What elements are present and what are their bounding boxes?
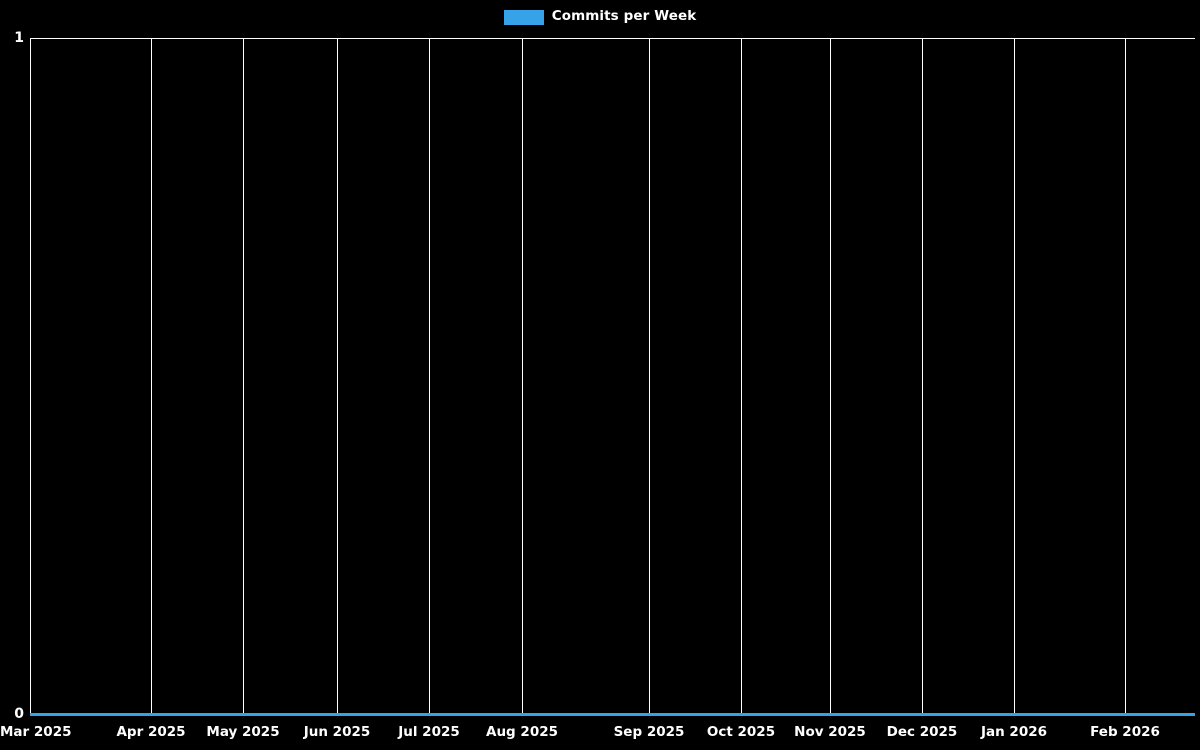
- x-axis-tick-label: Jun 2025: [303, 724, 371, 740]
- gridline-vertical: [1125, 38, 1126, 714]
- y-axis-tick-label: 1: [14, 30, 24, 46]
- legend-item-label: Commits per Week: [551, 8, 697, 25]
- y-axis-tick-label: 0: [14, 706, 24, 722]
- x-axis-tick-label: Dec 2025: [886, 724, 958, 740]
- x-axis-tick-label: May 2025: [206, 724, 280, 740]
- x-axis-tick-label: Apr 2025: [116, 724, 186, 740]
- plot-area: [30, 38, 1195, 716]
- x-axis-tick-label: Aug 2025: [486, 724, 558, 740]
- x-axis-tick-label: Sep 2025: [613, 724, 685, 740]
- gridline-vertical: [429, 38, 430, 714]
- series-layer: [30, 38, 1195, 716]
- gridline-horizontal-top: [30, 38, 1195, 39]
- gridline-vertical: [741, 38, 742, 714]
- gridline-vertical: [151, 38, 152, 714]
- x-axis-tick-label: Jul 2025: [398, 724, 460, 740]
- gridline-vertical: [337, 38, 338, 714]
- gridline-vertical: [830, 38, 831, 714]
- gridline-vertical: [522, 38, 523, 714]
- gridline-vertical: [1014, 38, 1015, 714]
- chart-legend: Commits per Week: [0, 6, 1200, 28]
- series-line-commits-per-week[interactable]: [30, 712, 1195, 716]
- y-axis-spine: [30, 38, 31, 714]
- x-axis-tick-label: Jan 2026: [980, 724, 1048, 740]
- x-axis-tick-label: Feb 2026: [1090, 724, 1160, 740]
- legend-color-swatch-icon: [503, 9, 544, 25]
- gridline-vertical: [243, 38, 244, 714]
- gridline-vertical: [922, 38, 923, 714]
- x-axis-tick-label: Oct 2025: [706, 724, 776, 740]
- legend-item-commits-per-week[interactable]: Commits per Week: [503, 8, 697, 25]
- gridline-vertical: [649, 38, 650, 714]
- x-axis-tick-label: Nov 2025: [794, 724, 866, 740]
- x-axis-tick-label: Mar 2025: [0, 724, 72, 740]
